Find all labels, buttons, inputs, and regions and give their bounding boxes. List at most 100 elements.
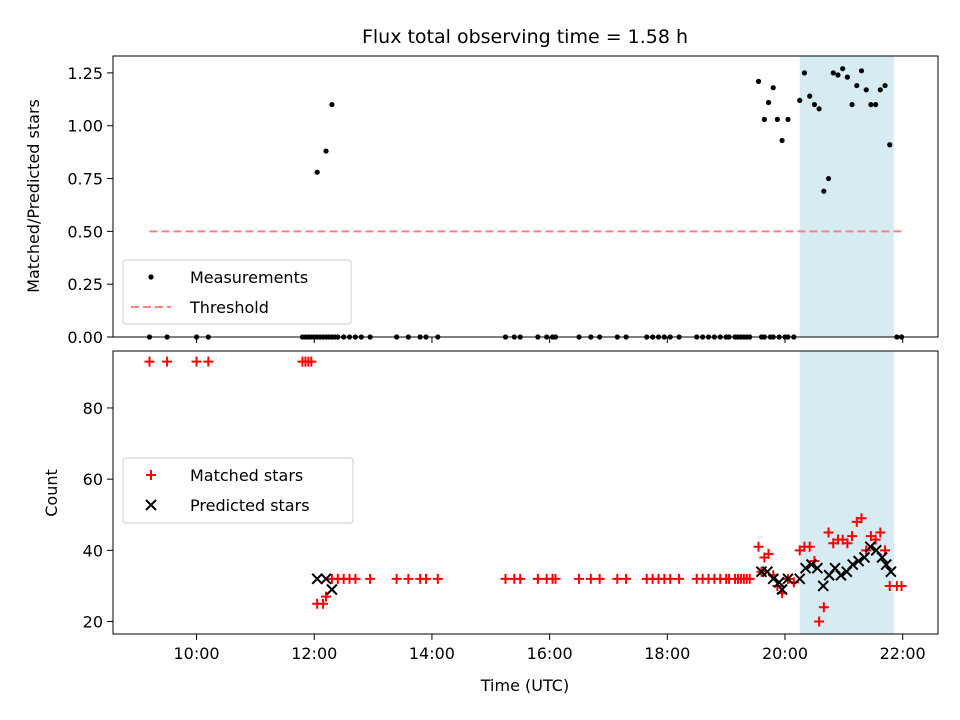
x-tick-label: 22:00 (880, 644, 926, 663)
legend-predicted-marker (145, 499, 157, 511)
matched-star-marker (162, 356, 173, 367)
predicted-star-marker (835, 569, 847, 581)
bottom-y-axis-label: Count (42, 469, 61, 517)
measurement-point (863, 87, 869, 93)
bottom-legend-box (122, 457, 354, 524)
matched-star-marker (144, 356, 155, 367)
matched-star-marker (532, 573, 543, 584)
top-y-tick-label: 1.00 (67, 117, 103, 136)
matched-star-marker (318, 598, 329, 609)
bottom-y-tick-label: 40 (83, 541, 103, 560)
measurement-point (868, 101, 874, 108)
legend-matched-marker (146, 470, 156, 480)
measurement-point (854, 82, 860, 89)
matched-star-marker (875, 527, 886, 538)
predicted-star-marker (811, 562, 824, 574)
matched-star-marker (744, 573, 755, 584)
top-y-tick-label: 0.75 (67, 170, 103, 189)
measurement-point (849, 101, 855, 108)
legend-label: Predicted stars (190, 496, 310, 515)
matched-star-marker (365, 573, 376, 584)
legend-label: Matched stars (190, 466, 303, 485)
measurement-point (761, 116, 768, 122)
x-tick-label: 14:00 (409, 644, 455, 663)
matched-star-marker (804, 541, 815, 552)
measurement-point (774, 116, 780, 122)
matched-star-marker (763, 548, 774, 559)
measurement-point (830, 70, 836, 76)
measurement-point (765, 99, 772, 106)
legend-measurement-marker (148, 274, 154, 280)
matched-star-marker (515, 573, 526, 584)
measurement-point (882, 82, 888, 89)
measurement-point (801, 70, 808, 76)
top-legend-box (122, 259, 352, 325)
matched-star-marker (753, 541, 764, 552)
top-y-tick-label: 0.00 (67, 328, 103, 347)
legend-label: Threshold (189, 298, 269, 317)
bottom-y-tick-label: 60 (83, 470, 103, 489)
predicted-star-marker (320, 573, 332, 585)
predicted-star-marker (311, 573, 323, 585)
predicted-star-marker (864, 541, 877, 553)
top-axes-frame (112, 55, 939, 338)
chart-title: Flux total observing time = 1.58 h (362, 26, 688, 48)
matched-star-marker (574, 573, 585, 584)
measurement-point (816, 106, 822, 112)
matched-star-marker (585, 573, 596, 584)
measurement-point (858, 68, 865, 74)
matched-star-marker (350, 573, 361, 584)
x-tick-label: 16:00 (527, 644, 573, 663)
matched-star-marker (621, 573, 632, 584)
measurement-point (873, 101, 879, 108)
matched-star-marker (594, 573, 605, 584)
matched-star-marker (421, 573, 432, 584)
top-panel: 0.00 0.25 0.50 0.75 1.00 1.25 Measurements Thre… (67, 55, 939, 347)
measurement-point (840, 66, 846, 72)
bottom-y-tick-label: 20 (83, 613, 103, 632)
matched-star-marker (550, 573, 561, 584)
x-tick-label: 20:00 (762, 644, 808, 663)
x-tick-label: 10:00 (174, 644, 220, 663)
measurement-point (877, 87, 883, 93)
matched-star-marker (432, 573, 443, 584)
predicted-star-marker (817, 580, 829, 592)
legend-label: Measurements (190, 268, 308, 287)
matched-star-marker (814, 616, 825, 627)
bottom-panel: 10:00 12:00 14:00 16:00 18:00 20:00 22:00 20 40 6… (83, 350, 939, 663)
predicted-star-marker (846, 558, 859, 571)
x-tick-label: 12:00 (291, 644, 337, 663)
measurement-point (807, 93, 813, 99)
measurement-point (811, 101, 818, 108)
predicted-star-marker (805, 558, 818, 571)
measurement-point (825, 175, 832, 182)
bottom-shaded-span (799, 351, 894, 634)
matched-star-marker (674, 573, 685, 584)
matched-star-marker (203, 356, 214, 367)
matched-star-marker (612, 573, 623, 584)
matched-star-marker (818, 602, 829, 613)
top-legend: Measurements Threshold (122, 259, 352, 325)
measurement-point (314, 169, 320, 175)
x-axis-label: Time (UTC) (480, 676, 569, 695)
measurement-point (323, 148, 329, 154)
top-y-axis-label: Matched/Predicted stars (24, 99, 43, 293)
predicted-star-marker (794, 573, 806, 585)
predicted-star-marker (767, 573, 779, 585)
top-y-tick-label: 1.25 (67, 64, 103, 83)
top-y-tick-label: 0.50 (67, 222, 103, 241)
matched-star-marker (306, 356, 317, 367)
matched-star-marker (665, 573, 676, 584)
predicted-star-marker (852, 555, 865, 567)
measurement-point (785, 116, 791, 122)
bottom-legend: Matched stars Predicted stars (122, 457, 354, 524)
predicted-star-marker (880, 558, 892, 571)
matched-star-marker (842, 538, 853, 549)
measurement-point (755, 78, 762, 84)
matched-star-marker (847, 531, 858, 542)
bottom-axes-frame (112, 350, 939, 635)
predicted-star-marker (858, 551, 871, 564)
measurement-point (797, 97, 803, 103)
measurement-point (844, 74, 850, 80)
top-y-tick-label: 0.25 (67, 275, 103, 294)
